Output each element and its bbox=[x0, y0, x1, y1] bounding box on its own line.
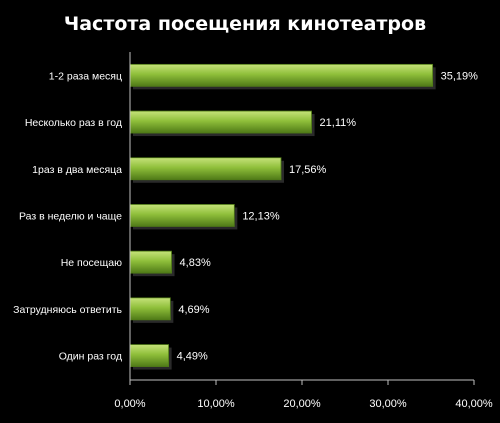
category-label: 1-2 раза месяц bbox=[49, 70, 122, 82]
x-tick-label: 30,00% bbox=[369, 398, 407, 410]
bar bbox=[129, 63, 434, 87]
value-label: 4,69% bbox=[178, 304, 209, 316]
category-label: 1раз в два месяца bbox=[32, 164, 122, 176]
value-label: 35,19% bbox=[441, 70, 479, 82]
bar bbox=[129, 250, 172, 274]
x-tick-label: 20,00% bbox=[283, 398, 321, 410]
value-label: 12,13% bbox=[242, 210, 280, 222]
bar bbox=[129, 110, 312, 134]
value-label: 17,56% bbox=[289, 164, 327, 176]
bar bbox=[129, 344, 170, 367]
category-label: Раз в неделю и чаще bbox=[19, 210, 122, 222]
category-label: Один раз год bbox=[59, 351, 122, 363]
chart-title: Частота посещения кинотеатров bbox=[64, 13, 426, 35]
x-tick-label: 10,00% bbox=[197, 398, 235, 410]
category-label: Не посещаю bbox=[61, 257, 122, 269]
x-tick-label: 0,00% bbox=[114, 398, 145, 410]
value-label: 21,11% bbox=[320, 117, 357, 129]
bar bbox=[129, 297, 171, 321]
category-label: Затрудняюсь ответить bbox=[13, 304, 122, 316]
category-label: Несколько раз в год bbox=[25, 117, 122, 129]
bar bbox=[129, 157, 282, 181]
bar bbox=[129, 204, 235, 227]
value-label: 4,49% bbox=[177, 351, 208, 363]
x-tick-label: 40,00% bbox=[455, 398, 493, 410]
value-label: 4,83% bbox=[180, 257, 211, 269]
